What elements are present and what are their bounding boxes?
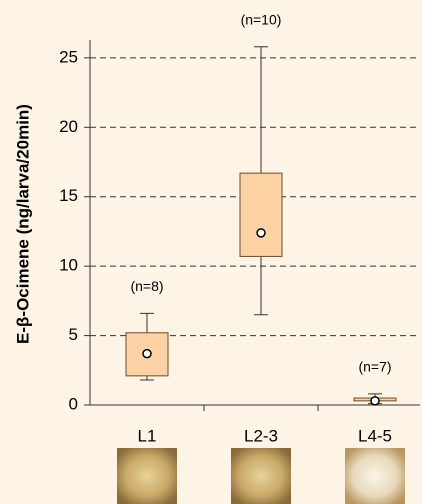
mean-marker xyxy=(370,396,380,406)
mean-marker xyxy=(256,228,266,238)
larva-photo xyxy=(231,448,291,504)
y-tick-label: 0 xyxy=(69,394,78,413)
larva-photo xyxy=(345,448,405,504)
larva-photo xyxy=(117,448,177,504)
y-tick-label: 20 xyxy=(59,117,78,136)
y-tick-label: 5 xyxy=(69,325,78,344)
x-tick-label: L1 xyxy=(138,426,157,445)
x-tick-label: L4-5 xyxy=(358,426,392,445)
y-tick-label: 10 xyxy=(59,256,78,275)
y-tick-label: 25 xyxy=(59,47,78,66)
sample-size-label: (n=7) xyxy=(358,359,391,375)
y-tick-label: 15 xyxy=(59,186,78,205)
mean-marker xyxy=(142,348,152,359)
y-axis-label: E-β-Ocimene (ng/larva/20min) xyxy=(13,104,32,344)
box xyxy=(239,172,283,257)
sample-size-label: (n=10) xyxy=(241,11,282,27)
x-tick-label: L2-3 xyxy=(244,426,278,445)
sample-size-label: (n=8) xyxy=(130,278,163,294)
